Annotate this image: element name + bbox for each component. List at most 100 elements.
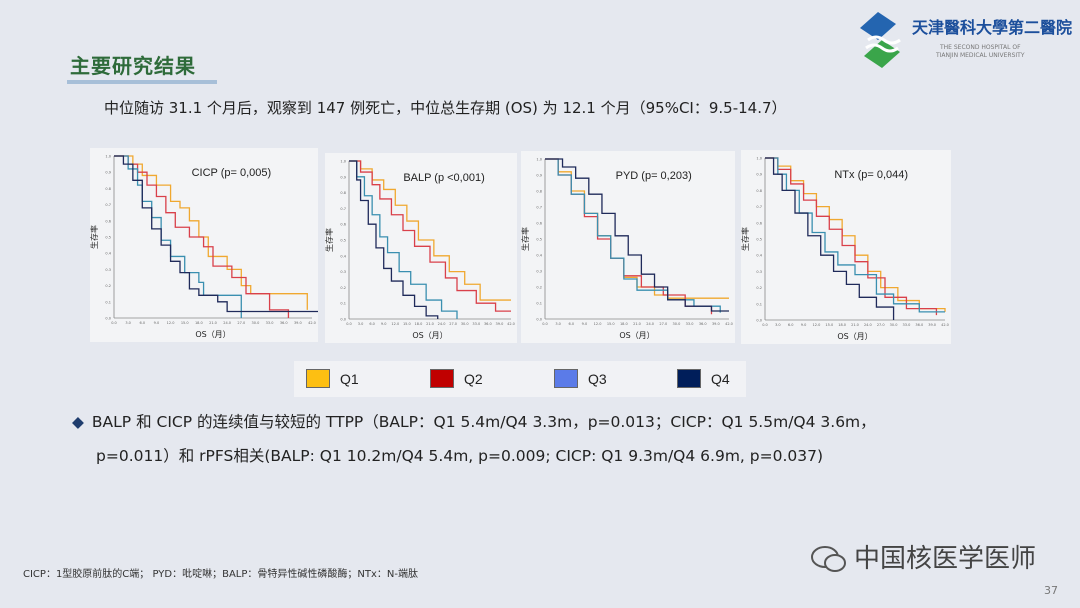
x-tick-label: 42.0 — [725, 322, 733, 326]
y-tick-label: 0.8 — [340, 191, 346, 195]
x-tick-label: 27.0 — [237, 321, 245, 325]
chart-legend: Q1 Q2 Q3 Q4 — [294, 361, 746, 397]
y-tick-label: 0.1 — [756, 302, 762, 306]
x-tick-label: 42.0 — [941, 323, 949, 327]
page-number: 37 — [1044, 584, 1058, 597]
x-axis-label: OS（月） — [412, 331, 447, 340]
y-tick-label: 0.6 — [536, 222, 542, 226]
x-tick-label: 27.0 — [877, 323, 885, 327]
x-tick-label: 0.0 — [111, 321, 117, 325]
y-tick-label: 0.9 — [340, 175, 346, 179]
x-tick-label: 36.0 — [699, 322, 707, 326]
x-tick-label: 21.0 — [851, 323, 859, 327]
y-tick-label: 0.5 — [340, 239, 346, 243]
y-axis-label: 生存率 — [521, 227, 530, 251]
x-tick-label: 36.0 — [915, 323, 923, 327]
x-tick-label: 3.0 — [125, 321, 131, 325]
hospital-logo-icon — [860, 12, 901, 68]
section-title: 主要研究结果 — [70, 54, 196, 78]
y-tick-label: 0.6 — [340, 223, 346, 227]
x-tick-label: 30.0 — [673, 322, 681, 326]
x-tick-label: 0.0 — [762, 323, 768, 327]
x-tick-label: 3.0 — [555, 322, 561, 326]
y-tick-label: 0.8 — [536, 190, 542, 194]
hospital-name-en-line2: TIANJIN MEDICAL UNIVERSITY — [936, 52, 1025, 59]
x-tick-label: 15.0 — [607, 322, 615, 326]
km-curve-q4 — [114, 155, 318, 313]
hospital-name-en: THE SECOND HOSPITAL OF TIANJIN MEDICAL UN… — [936, 44, 1025, 60]
y-tick-label: 0.9 — [536, 174, 542, 178]
x-tick-label: 27.0 — [449, 322, 457, 326]
km-curve-q2 — [114, 155, 290, 318]
y-tick-label: 0.9 — [756, 173, 762, 177]
x-tick-label: 30.0 — [252, 321, 260, 325]
km-curve-q3 — [765, 157, 945, 313]
x-tick-label: 33.0 — [472, 322, 480, 326]
hospital-name-en-line1: THE SECOND HOSPITAL OF — [939, 44, 1021, 51]
x-tick-label: 9.0 — [582, 322, 588, 326]
key-finding-line1: ◆ BALP 和 CICP 的连续值与较短的 TTPP（BALP：Q1 5.4m/… — [72, 405, 1068, 439]
y-tick-label: 0.5 — [105, 236, 111, 240]
y-tick-label: 0.0 — [340, 318, 346, 322]
key-finding-text1: BALP 和 CICP 的连续值与较短的 TTPP（BALP：Q1 5.4m/Q… — [91, 413, 876, 431]
x-tick-label: 21.0 — [633, 322, 641, 326]
y-tick-label: 0.2 — [536, 286, 542, 290]
x-tick-label: 18.0 — [415, 322, 423, 326]
y-tick-label: 1.0 — [756, 157, 762, 161]
key-finding: ◆ BALP 和 CICP 的连续值与较短的 TTPP（BALP：Q1 5.4m/… — [72, 405, 1068, 473]
y-tick-label: 1.0 — [105, 155, 111, 159]
footnote: CICP：1型胶原前肽的C端； PYD：吡啶啉；BALP：骨特异性碱性磷酸酶；N… — [23, 569, 418, 580]
x-tick-label: 42.0 — [308, 321, 316, 325]
x-tick-label: 12.0 — [167, 321, 175, 325]
x-tick-label: 42.0 — [507, 322, 515, 326]
x-tick-label: 30.0 — [890, 323, 898, 327]
x-tick-label: 27.0 — [659, 322, 667, 326]
legend-label: Q1 — [340, 370, 359, 387]
x-tick-label: 12.0 — [813, 323, 821, 327]
x-tick-label: 18.0 — [195, 321, 203, 325]
chart-title: NTx (p= 0,044) — [834, 169, 908, 181]
x-tick-label: 6.0 — [788, 323, 794, 327]
y-tick-label: 0.4 — [536, 254, 542, 258]
watermark: 中国核医学医师 — [810, 544, 1036, 574]
wechat-icon — [811, 546, 846, 572]
y-tick-label: 0.5 — [536, 238, 542, 242]
km-curve-q3 — [349, 160, 458, 319]
legend-item-q3: Q3 — [554, 369, 607, 388]
x-tick-label: 18.0 — [838, 323, 846, 327]
x-tick-label: 3.0 — [358, 322, 364, 326]
y-axis-label: 生存率 — [90, 225, 99, 249]
x-tick-label: 39.0 — [496, 322, 504, 326]
x-tick-label: 9.0 — [154, 321, 160, 325]
y-tick-label: 0.1 — [340, 302, 346, 306]
y-tick-label: 0.0 — [756, 319, 762, 323]
km-curve-q1 — [114, 155, 308, 310]
y-tick-label: 0.4 — [756, 254, 762, 258]
summary-text: 中位随访 31.1 个月后，观察到 147 例死亡，中位总生存期 (OS) 为 … — [104, 99, 787, 117]
chart-title: PYD (p= 0,203) — [616, 170, 692, 182]
x-axis-label: OS（月） — [619, 331, 654, 340]
y-tick-label: 0.0 — [105, 317, 111, 321]
y-tick-label: 0.1 — [105, 300, 111, 304]
y-tick-label: 0.9 — [105, 171, 111, 175]
x-axis-label: OS（月） — [837, 332, 872, 341]
y-tick-label: 0.6 — [105, 219, 111, 223]
km-curve-q4 — [545, 158, 729, 312]
legend-item-q4: Q4 — [677, 369, 730, 388]
y-tick-label: 0.7 — [340, 207, 346, 211]
x-tick-label: 15.0 — [825, 323, 833, 327]
x-tick-label: 30.0 — [461, 322, 469, 326]
x-tick-label: 24.0 — [864, 323, 872, 327]
y-tick-label: 0.7 — [756, 205, 762, 209]
x-tick-label: 39.0 — [712, 322, 720, 326]
x-tick-label: 12.0 — [391, 322, 399, 326]
diamond-bullet-icon: ◆ — [72, 413, 84, 431]
x-tick-label: 33.0 — [266, 321, 274, 325]
legend-swatch — [677, 369, 701, 388]
legend-label: Q3 — [588, 370, 607, 387]
y-tick-label: 1.0 — [536, 158, 542, 162]
y-tick-label: 0.4 — [340, 254, 346, 258]
legend-swatch — [430, 369, 454, 388]
y-tick-label: 0.6 — [756, 221, 762, 225]
